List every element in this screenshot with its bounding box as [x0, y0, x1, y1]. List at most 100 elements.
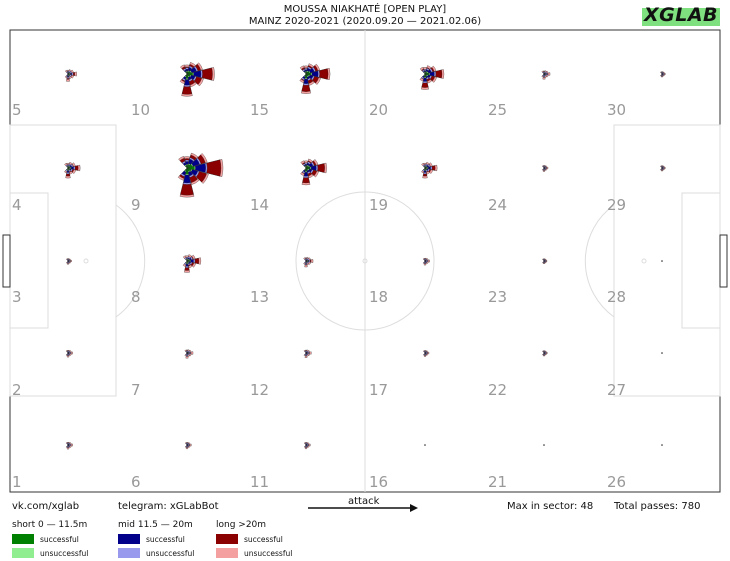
logo-highlight	[642, 8, 720, 26]
zone-sonar	[64, 161, 81, 179]
chart-title: MOUSSA NIAKHATÉ [OPEN PLAY]	[283, 4, 447, 15]
zone-label: 29	[607, 196, 626, 214]
legend-short-fail-swatch	[12, 548, 34, 558]
zone-label: 8	[131, 288, 141, 306]
zone-label: 17	[369, 381, 388, 399]
centre-spot	[362, 258, 368, 264]
zone-label: 14	[250, 196, 269, 214]
zone-label: 12	[250, 381, 269, 399]
legend-mid-success-swatch	[118, 534, 140, 544]
zone-sonar	[419, 65, 445, 90]
legend-short-success-swatch	[12, 534, 34, 544]
zone-label: 22	[488, 381, 507, 399]
legend-short-fail-label: unsuccessful	[40, 549, 89, 558]
legend-mid-title: mid 11.5 — 20m	[118, 520, 193, 530]
zone-label: 2	[12, 381, 22, 399]
right-goal	[719, 234, 728, 288]
zone-label: 11	[250, 473, 269, 491]
zone-sonar	[65, 349, 73, 358]
centre-circle	[295, 191, 435, 331]
zone-label: 26	[607, 473, 626, 491]
zone-sonar	[179, 62, 215, 97]
zone-sonar	[661, 444, 663, 446]
left-goal	[2, 234, 11, 288]
zone-sonar	[660, 165, 666, 172]
zone-sonar	[66, 258, 72, 265]
pass-sonars	[64, 62, 666, 450]
zone-label: 5	[12, 101, 22, 119]
legend-mid-fail-label: unsuccessful	[146, 549, 195, 558]
vk-link[interactable]: vk.com/xglab	[12, 501, 80, 512]
zone-label: 18	[369, 288, 388, 306]
xglab-logo: XGLAB	[640, 4, 722, 28]
zone-label: 27	[607, 381, 626, 399]
max-sector-label: Max in sector: 48	[507, 501, 594, 512]
zone-sonar	[660, 71, 666, 78]
zone-sonar	[422, 257, 430, 266]
right-goal-area	[681, 192, 721, 329]
attack-label: attack	[348, 496, 380, 507]
zone-sonar	[177, 152, 224, 198]
zone-sonar	[661, 260, 663, 262]
zone-sonar	[541, 70, 551, 80]
zone-label: 1	[12, 473, 22, 491]
zone-label: 23	[488, 288, 507, 306]
zone-label: 13	[250, 288, 269, 306]
zone-label: 28	[607, 288, 626, 306]
zone-label: 7	[131, 381, 141, 399]
zone-label: 20	[369, 101, 388, 119]
legend-long-success-swatch	[216, 534, 238, 544]
zone-label: 4	[12, 196, 22, 214]
zone-sonar	[661, 352, 663, 354]
zone-sonar	[299, 63, 331, 94]
legend-short-success-label: successful	[40, 535, 79, 544]
total-passes-label: Total passes: 780	[614, 501, 701, 512]
zone-label: 10	[131, 101, 150, 119]
zone-sonar	[65, 441, 73, 450]
zone-label: 16	[369, 473, 388, 491]
legend-long-title: long >20m	[216, 520, 267, 530]
legend-mid-fail-swatch	[118, 548, 140, 558]
zone-sonar	[64, 69, 77, 82]
zone-sonar	[422, 350, 430, 357]
zone-sonar	[542, 258, 548, 264]
zone-label: 15	[250, 101, 269, 119]
zone-sonar	[184, 441, 192, 450]
chart-subtitle: MAINZ 2020-2021 (2020.09.20 — 2021.02.06…	[248, 16, 482, 27]
telegram-link[interactable]: telegram: xGLabBot	[118, 501, 219, 512]
left-penalty-area	[9, 124, 117, 397]
zone-sonar	[421, 161, 438, 179]
zone-sonar	[303, 349, 312, 358]
legend-long-fail-label: unsuccessful	[244, 549, 293, 558]
legend-mid-success-label: successful	[146, 535, 185, 544]
left-penalty-arc	[115, 204, 146, 318]
pitch-markings	[2, 29, 728, 493]
zone-sonar	[182, 254, 202, 273]
legend-long-fail-swatch	[216, 548, 238, 558]
zone-sonar	[541, 165, 549, 172]
zone-label: 9	[131, 196, 141, 214]
zone-labels: 1234567891011121314151617181920212223242…	[12, 101, 626, 491]
zone-sonar	[184, 349, 194, 359]
right-penalty-spot	[641, 258, 647, 264]
zone-sonar	[300, 158, 327, 186]
zone-label: 25	[488, 101, 507, 119]
zone-sonar	[424, 444, 426, 446]
zone-sonar	[542, 350, 548, 357]
zone-label: 30	[607, 101, 626, 119]
zone-label: 6	[131, 473, 141, 491]
zone-sonar	[303, 256, 314, 268]
right-penalty-arc	[584, 204, 615, 318]
legend-long-success-label: successful	[244, 535, 283, 544]
left-penalty-spot	[83, 258, 89, 264]
zone-sonar	[543, 444, 545, 446]
legend-short-title: short 0 — 11.5m	[12, 520, 88, 530]
zone-label: 24	[488, 196, 507, 214]
zone-label: 3	[12, 288, 22, 306]
zone-sonar	[303, 441, 311, 450]
attack-arrow	[308, 504, 418, 512]
logo-text: XGLAB	[643, 4, 719, 26]
zone-label: 21	[488, 473, 507, 491]
right-penalty-area	[613, 124, 721, 397]
